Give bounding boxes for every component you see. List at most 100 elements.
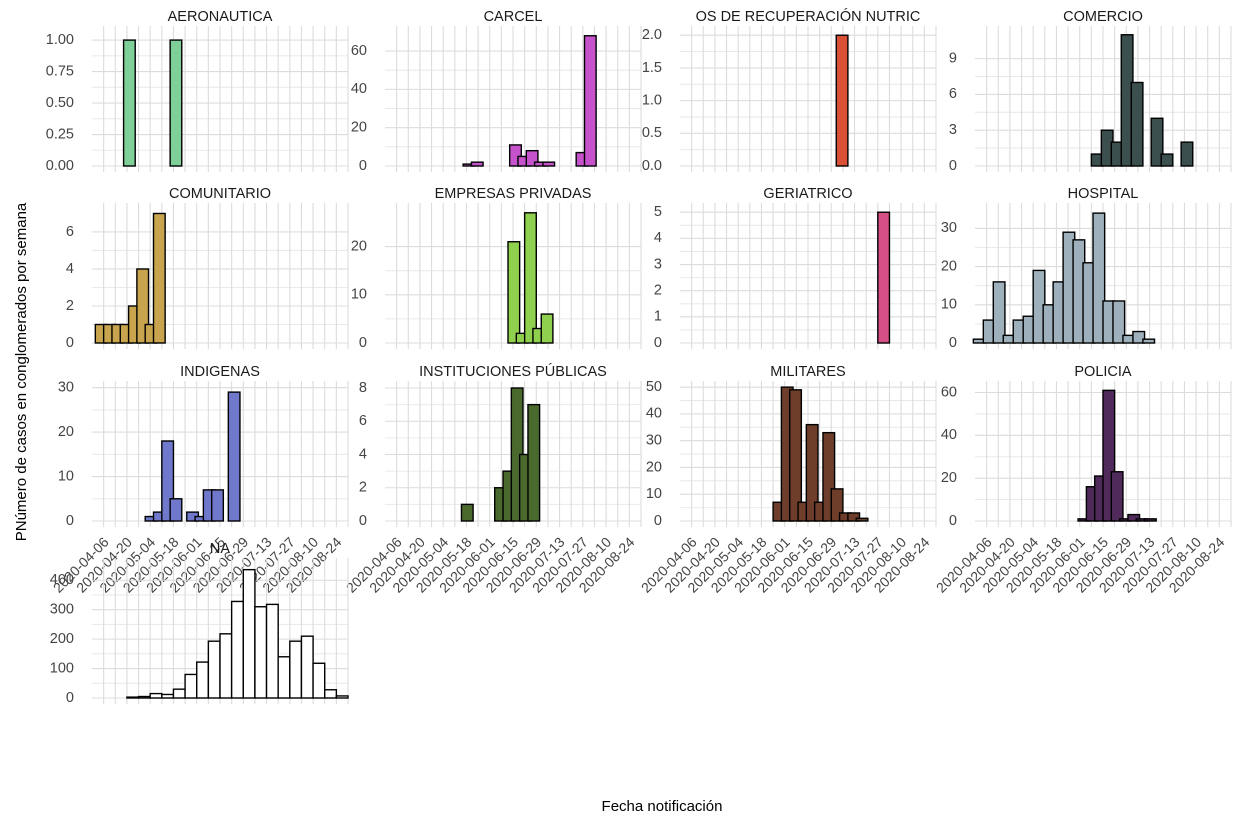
y-tick-label: 60 <box>941 384 957 400</box>
y-tick-label: 0 <box>949 335 957 351</box>
facet-title: COMUNITARIO <box>169 186 271 202</box>
y-tick-label: 0 <box>66 690 74 706</box>
histogram-bar <box>324 689 338 699</box>
y-tick-label: 0 <box>359 513 367 529</box>
y-tick-label: 2.0 <box>642 27 662 43</box>
y-tick-label: 50 <box>646 379 662 395</box>
y-tick-label: 0 <box>654 513 662 529</box>
y-tick-label: 0.0 <box>642 158 662 174</box>
y-axis-title: PNúmero de casos en conglomerados por se… <box>13 202 30 541</box>
facet-panel: EMPRESAS PRIVADAS 0 10 20 <box>351 186 642 351</box>
y-tick-label: 3 <box>949 122 957 138</box>
facet-title: POLICIA <box>1074 364 1132 380</box>
histogram-bar <box>847 512 861 522</box>
facet-panel: COMERCIO 0 3 6 9 <box>949 9 1232 174</box>
histogram-bar <box>460 503 474 522</box>
histogram-bar <box>242 568 256 699</box>
y-tick-label: 100 <box>50 660 74 676</box>
y-tick-label: 0.5 <box>642 125 662 141</box>
histogram-bar <box>542 161 556 167</box>
facet-title: NA <box>210 541 230 557</box>
y-tick-label: 0 <box>66 513 74 529</box>
histogram-bar <box>1180 141 1194 167</box>
histogram-bar <box>789 389 803 522</box>
facet-title: HOSPITAL <box>1068 186 1139 202</box>
histogram-bar <box>136 268 150 344</box>
facet-title: AERONAUTICA <box>168 9 273 25</box>
histogram-bar <box>196 661 210 699</box>
histogram-bar <box>822 431 836 522</box>
y-tick-label: 5 <box>654 204 662 220</box>
histogram-bar <box>152 212 166 344</box>
y-tick-label: 400 <box>50 572 74 588</box>
y-tick-label: 2 <box>359 480 367 496</box>
histogram-bar <box>210 489 225 522</box>
y-tick-label: 0 <box>654 335 662 351</box>
y-tick-label: 6 <box>66 224 74 240</box>
y-tick-label: 8 <box>359 380 367 396</box>
y-tick-label: 0 <box>949 158 957 174</box>
histogram-bar <box>527 403 541 522</box>
facet-title: EMPRESAS PRIVADAS <box>435 186 592 202</box>
facet-panel: HOSPITAL 0 10 20 30 <box>941 186 1232 351</box>
y-tick-label: 0.25 <box>46 126 74 142</box>
histogram-bar <box>1150 117 1164 167</box>
facet-title: INDIGENAS <box>180 364 260 380</box>
facet-panel: NA 0 100 200 300 400 <box>50 541 349 706</box>
facet-panel: CARCEL 0 20 40 60 <box>351 9 642 174</box>
facet-title: MILITARES <box>770 364 845 380</box>
y-tick-label: 0.00 <box>46 158 74 174</box>
histogram-bar <box>335 695 349 699</box>
y-tick-label: 10 <box>351 287 367 303</box>
y-tick-label: 20 <box>941 258 957 274</box>
histogram-bar <box>1142 338 1156 344</box>
y-tick-label: 10 <box>646 486 662 502</box>
histogram-bar <box>583 35 597 167</box>
y-tick-label: 300 <box>50 602 74 618</box>
y-tick-label: 0.50 <box>46 95 74 111</box>
histogram-bar <box>161 440 175 522</box>
y-tick-label: 2 <box>66 298 74 314</box>
facet-panel: POLICIA02040602020-04-062020-04-202020-0… <box>933 364 1232 596</box>
histogram-bar <box>525 149 539 167</box>
histogram-bar <box>877 211 891 344</box>
histogram-bar <box>540 313 554 344</box>
y-tick-label: 40 <box>941 427 957 443</box>
facet-panel: OS DE RECUPERACIÓN NUTRIC 0.0 0.5 1.0 1.5 2.0 <box>642 8 937 174</box>
y-tick-label: 0 <box>359 158 367 174</box>
facet-title: INSTITUCIONES PÚBLICAS <box>419 363 607 380</box>
histogram-bar <box>805 423 819 522</box>
histogram-bar <box>277 656 291 699</box>
y-tick-label: 30 <box>941 220 957 236</box>
y-tick-label: 10 <box>941 297 957 313</box>
y-tick-label: 20 <box>58 424 74 440</box>
histogram-bar <box>992 281 1006 344</box>
facet-panel: COMUNITARIO 0 2 4 6 <box>66 186 349 351</box>
facet-title: COMERCIO <box>1063 9 1143 25</box>
y-tick-label: 60 <box>351 43 367 59</box>
histogram-bar <box>184 673 198 699</box>
facet-panel: AERONAUTICA 0.00 0.25 0.50 0.75 1.00 <box>46 9 349 174</box>
histogram-bar <box>1127 513 1141 522</box>
y-tick-label: 20 <box>646 459 662 475</box>
histogram-bar <box>289 640 303 699</box>
y-tick-label: 2 <box>654 283 662 299</box>
y-tick-label: 1.5 <box>642 60 662 76</box>
histogram-bar <box>523 212 537 344</box>
y-tick-label: 0 <box>359 335 367 351</box>
chart-panels: AERONAUTICA0.000.250.500.751.00CARCEL020… <box>46 8 1232 706</box>
facet-panel: GERIATRICO 0 1 2 3 4 5 <box>654 186 937 351</box>
y-tick-label: 4 <box>654 230 662 246</box>
y-tick-label: 4 <box>359 446 367 462</box>
histogram-bar <box>1143 518 1157 522</box>
histogram-bar <box>855 517 869 522</box>
facet-panel: INSTITUCIONES PÚBLICAS024682020-04-06202… <box>343 363 642 596</box>
y-tick-label: 200 <box>50 631 74 647</box>
x-axis-title: Fecha notificación <box>602 798 723 815</box>
histogram-bar <box>507 241 521 344</box>
histogram-bar <box>169 39 183 167</box>
histogram-bar <box>137 695 151 699</box>
y-tick-label: 0 <box>949 513 957 529</box>
histogram-bar <box>149 692 163 699</box>
histogram-bar <box>830 488 844 522</box>
